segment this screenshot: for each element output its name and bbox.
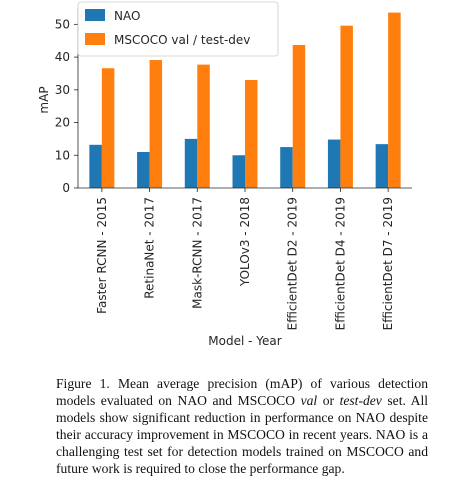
bar-nao-6 (375, 144, 389, 188)
legend: NAO MSCOCO val / test-dev (77, 1, 279, 57)
legend-label-nao: NAO (114, 9, 140, 23)
bar-nao-3 (232, 155, 245, 188)
bar-chart: 0 10 20 30 40 50 Faster RCNN - 2015 RetinaNet … (37, 1, 412, 348)
y-tick-label-4: 40 (55, 50, 70, 64)
bar-mscoco-3 (245, 80, 258, 188)
y-tick-label-2: 20 (55, 116, 70, 130)
y-tick-label-0: 0 (62, 181, 70, 195)
x-tick-label-4: EfficientDet D2 - 2019 (286, 197, 300, 330)
x-tick-label-1: RetinaNet - 2017 (143, 197, 157, 299)
bar-mscoco-5 (340, 25, 353, 188)
x-axis-label: Model - Year (208, 334, 281, 348)
bar-mscoco-0 (101, 68, 115, 188)
caption-or: or (317, 393, 340, 408)
bar-mscoco-6 (388, 12, 401, 188)
legend-swatch-mscoco (85, 33, 105, 45)
bar-mscoco-4 (292, 44, 306, 189)
x-tick-label-0: Faster RCNN - 2015 (95, 197, 109, 314)
x-tick-label-3: YOLOv3 - 2018 (238, 197, 252, 287)
bar-nao-0 (89, 144, 102, 188)
bar-nao-5 (327, 139, 341, 188)
y-axis: 0 10 20 30 40 50 (55, 8, 79, 195)
figure-caption: Figure 1. Mean average precision (mAP) o… (56, 375, 428, 477)
caption-text-2: set. All models show significant reducti… (56, 393, 429, 476)
bar-nao-2 (184, 138, 198, 188)
bar-nao-4 (280, 147, 293, 188)
caption-label: Figure 1. (56, 376, 110, 391)
bar-mscoco-2 (197, 64, 210, 188)
legend-label-mscoco: MSCOCO val / test-dev (114, 33, 250, 47)
y-tick-label-3: 30 (55, 83, 70, 97)
x-tick-label-2: Mask-RCNN - 2017 (190, 197, 204, 309)
x-axis: Faster RCNN - 2015 RetinaNet - 2017 Mask-R… (78, 187, 412, 330)
legend-swatch-nao (85, 9, 105, 21)
x-tick-label-5: EfficientDet D4 - 2019 (333, 197, 347, 330)
bar-mscoco-1 (149, 60, 163, 188)
x-tick-label-6: EfficientDet D7 - 2019 (381, 197, 395, 330)
y-tick-label-5: 50 (55, 17, 70, 31)
caption-text-1: Mean average precision (mAP) of various … (56, 376, 428, 408)
y-tick-label-1: 10 (55, 148, 70, 162)
caption-testdev: test-dev (339, 393, 382, 408)
bar-nao-1 (137, 152, 150, 188)
plot-area (89, 12, 401, 189)
caption-val: val (300, 393, 318, 408)
y-axis-label: mAP (37, 86, 51, 113)
